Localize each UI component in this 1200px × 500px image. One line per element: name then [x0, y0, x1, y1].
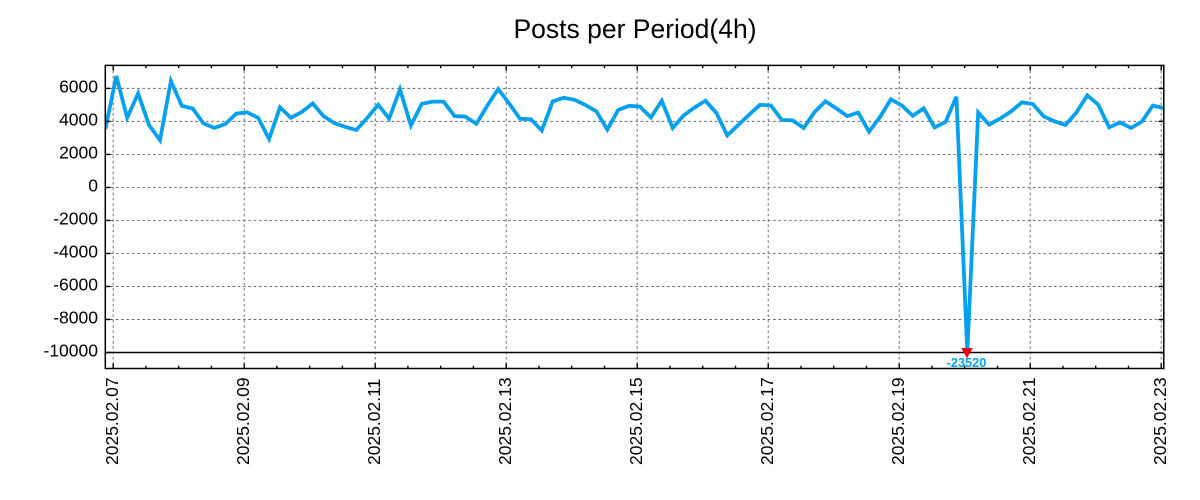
svg-text:2025.02.19: 2025.02.19	[888, 377, 908, 465]
svg-text:2025.02.13: 2025.02.13	[495, 377, 515, 465]
svg-text:-10000: -10000	[44, 341, 99, 361]
svg-text:2025.02.15: 2025.02.15	[626, 377, 646, 465]
svg-text:-6000: -6000	[53, 275, 98, 295]
svg-text:0: 0	[88, 176, 98, 196]
svg-text:Posts per Period(4h): Posts per Period(4h)	[513, 14, 756, 44]
svg-text:2000: 2000	[59, 143, 98, 163]
svg-text:-2000: -2000	[53, 209, 98, 229]
svg-text:-4000: -4000	[53, 242, 98, 262]
svg-text:-8000: -8000	[53, 308, 98, 328]
svg-text:2025.02.11: 2025.02.11	[364, 379, 384, 465]
svg-text:2025.02.09: 2025.02.09	[233, 377, 253, 465]
svg-text:-23520: -23520	[947, 355, 987, 370]
svg-text:2025.02.23: 2025.02.23	[1150, 377, 1170, 465]
svg-text:2025.02.07: 2025.02.07	[102, 377, 122, 465]
svg-text:4000: 4000	[59, 110, 98, 130]
svg-text:2025.02.21: 2025.02.21	[1019, 377, 1039, 465]
svg-text:2025.02.17: 2025.02.17	[757, 377, 777, 465]
svg-text:6000: 6000	[59, 77, 98, 97]
